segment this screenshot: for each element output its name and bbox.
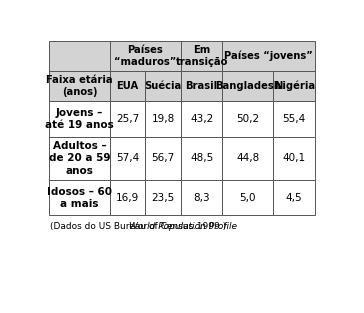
Text: Países “jovens”: Países “jovens” bbox=[225, 51, 313, 61]
Text: Brasil: Brasil bbox=[186, 81, 218, 91]
Bar bbox=[110, 41, 181, 71]
Bar bbox=[181, 71, 222, 101]
Bar bbox=[181, 180, 222, 215]
Text: . 1999.): . 1999.) bbox=[191, 222, 226, 231]
Text: Idosos – 60
a mais: Idosos – 60 a mais bbox=[47, 187, 112, 209]
Bar bbox=[181, 41, 222, 71]
Text: World Population Profile: World Population Profile bbox=[130, 222, 237, 231]
Bar bbox=[110, 71, 145, 101]
Bar bbox=[50, 41, 110, 71]
Text: 43,2: 43,2 bbox=[190, 114, 213, 124]
Text: Faixa etária
(anos): Faixa etária (anos) bbox=[46, 75, 113, 97]
Text: 8,3: 8,3 bbox=[193, 193, 210, 203]
Text: 5,0: 5,0 bbox=[240, 193, 256, 203]
Bar bbox=[110, 101, 145, 137]
Text: 57,4: 57,4 bbox=[116, 153, 139, 163]
Text: 56,7: 56,7 bbox=[151, 153, 175, 163]
Text: 55,4: 55,4 bbox=[282, 114, 306, 124]
Bar bbox=[145, 71, 181, 101]
Bar bbox=[145, 180, 181, 215]
Bar bbox=[50, 137, 110, 180]
Text: EUA: EUA bbox=[116, 81, 139, 91]
Bar bbox=[273, 71, 316, 101]
Text: Jovens –
até 19 anos: Jovens – até 19 anos bbox=[45, 108, 114, 131]
Text: 23,5: 23,5 bbox=[151, 193, 175, 203]
Bar bbox=[50, 180, 110, 215]
Bar bbox=[273, 137, 316, 180]
Text: Bangladesh: Bangladesh bbox=[215, 81, 281, 91]
Bar bbox=[110, 137, 145, 180]
Bar bbox=[222, 41, 316, 71]
Bar bbox=[222, 71, 273, 101]
Bar bbox=[273, 101, 316, 137]
Bar bbox=[181, 137, 222, 180]
Bar bbox=[222, 180, 273, 215]
Text: Adultos –
de 20 a 59
anos: Adultos – de 20 a 59 anos bbox=[49, 141, 110, 176]
Text: Países
“maduros”: Países “maduros” bbox=[114, 45, 177, 67]
Text: 16,9: 16,9 bbox=[116, 193, 139, 203]
Text: 50,2: 50,2 bbox=[236, 114, 259, 124]
Text: (Dados do US Bureau of Census.: (Dados do US Bureau of Census. bbox=[50, 222, 199, 231]
Bar bbox=[50, 101, 110, 137]
Text: 44,8: 44,8 bbox=[236, 153, 259, 163]
Text: 25,7: 25,7 bbox=[116, 114, 139, 124]
Text: Em
transição: Em transição bbox=[175, 45, 228, 67]
Bar bbox=[50, 71, 110, 101]
Bar bbox=[273, 180, 316, 215]
Text: Suécia: Suécia bbox=[145, 81, 182, 91]
Text: Nigéria: Nigéria bbox=[274, 81, 315, 91]
Bar bbox=[181, 101, 222, 137]
Text: 19,8: 19,8 bbox=[151, 114, 175, 124]
Text: 4,5: 4,5 bbox=[286, 193, 302, 203]
Bar bbox=[145, 101, 181, 137]
Text: 48,5: 48,5 bbox=[190, 153, 213, 163]
Bar bbox=[222, 137, 273, 180]
Bar bbox=[222, 101, 273, 137]
Bar bbox=[145, 137, 181, 180]
Text: 40,1: 40,1 bbox=[283, 153, 306, 163]
Bar bbox=[110, 180, 145, 215]
